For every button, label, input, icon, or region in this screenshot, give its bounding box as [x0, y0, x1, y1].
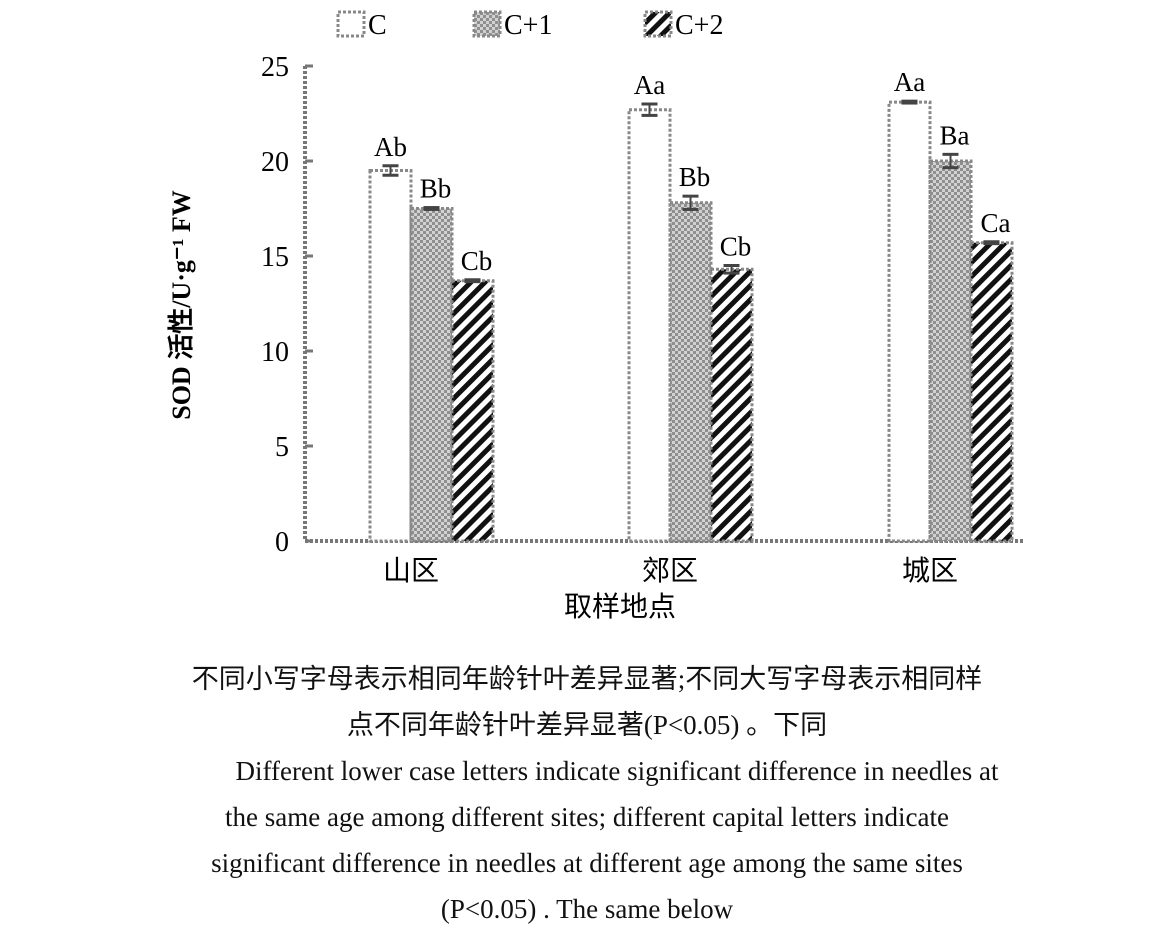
bar-C+1-山区	[409, 207, 454, 543]
y-tick-label: 5	[275, 432, 289, 463]
bar-C+2-城区	[969, 241, 1014, 543]
bar-C+1-城区	[928, 159, 973, 543]
caption-en-line1: Different lower case letters indicate si…	[235, 756, 999, 786]
x-tick-label: 城区	[902, 554, 958, 587]
legend-label: C+1	[504, 10, 552, 41]
y-axis-label: SOD 活性/U·g⁻¹ FW	[167, 190, 196, 420]
significance-label: Aa	[634, 70, 665, 100]
x-tick-label: 山区	[383, 554, 439, 587]
y-tick-label: 20	[261, 147, 289, 178]
bar-C-山区	[368, 169, 413, 543]
significance-label: Ba	[940, 120, 970, 150]
y-tick-label: 0	[275, 527, 289, 558]
significance-label: Bb	[420, 174, 452, 204]
caption-en-line3: significant difference in needles at dif…	[211, 848, 963, 878]
bar-C+1-郊区	[668, 201, 713, 543]
legend-label: C+2	[675, 10, 723, 41]
x-axis-label: 取样地点	[564, 590, 676, 623]
legend-swatch-C	[336, 10, 366, 38]
bar-C-郊区	[627, 108, 672, 543]
significance-label: Cb	[461, 246, 493, 276]
caption-en-line2: the same age among different sites; diff…	[225, 802, 949, 832]
y-tick-label: 15	[261, 242, 289, 273]
legend-swatch-C+1	[472, 10, 502, 38]
bar-C+2-郊区	[709, 267, 754, 543]
caption-zh-line1: 不同小写字母表示相同年龄针叶差异显著;不同大写字母表示相同样	[191, 664, 983, 694]
caption-zh-line2: 点不同年龄针叶差异显著(P<0.05) 。下同	[346, 710, 828, 740]
significance-label: Ca	[981, 208, 1011, 238]
legend-swatch-C+2	[643, 10, 673, 38]
significance-label: Aa	[894, 67, 925, 97]
significance-label: Ab	[374, 132, 407, 162]
y-tick-label: 25	[261, 52, 289, 83]
bar-C-城区	[887, 100, 932, 543]
x-tick-label: 郊区	[642, 554, 698, 587]
legend-label: C	[368, 10, 387, 41]
y-tick-label: 10	[261, 337, 289, 368]
bar-chart: 0 5 10 15 20 25 山区 郊区 城区 Ab Bb Cb Aa Bb Cb Aa Ba Ca C C+1…	[167, 10, 1025, 623]
significance-label: Bb	[679, 162, 711, 192]
caption-en-line4: (P<0.05) . The same below	[440, 894, 734, 924]
significance-label: Cb	[720, 232, 752, 262]
bar-C+2-山区	[450, 279, 495, 543]
